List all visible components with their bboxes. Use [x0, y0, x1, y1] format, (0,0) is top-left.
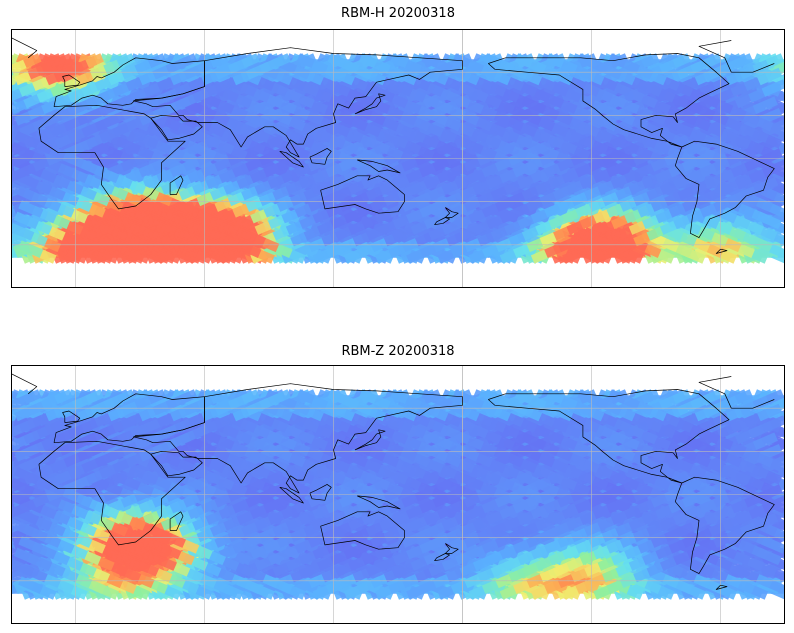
swath-segment: [13, 211, 39, 230]
map-panel-rbm-h[interactable]: [11, 29, 785, 288]
swath-segment: [761, 79, 785, 97]
swath-segment: [672, 53, 691, 69]
swath-segment: [752, 96, 778, 115]
swath-segment: [54, 53, 73, 69]
swath-segment: [327, 53, 347, 69]
swath-segment: [734, 53, 754, 69]
swath-segment: [757, 67, 783, 86]
swath-segment: [85, 53, 104, 69]
swath-segment: [18, 240, 44, 258]
swath-segment: [765, 53, 785, 69]
swath-segment: [296, 53, 316, 69]
swath-segment: [358, 53, 378, 69]
swath-segment: [23, 53, 42, 69]
swath-segment: [11, 223, 35, 241]
swath-segment: [390, 53, 409, 69]
swath-segment: [641, 53, 660, 69]
panel-title-rbm-h: RBM-H 20200318: [341, 6, 455, 21]
swath-layer: [11, 53, 785, 264]
swath-segment: [703, 53, 723, 69]
